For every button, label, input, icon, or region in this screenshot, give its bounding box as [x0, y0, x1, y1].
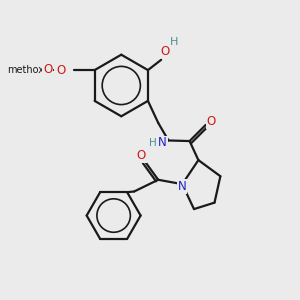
Text: methoxy: methoxy [7, 65, 50, 75]
Text: O: O [43, 63, 52, 76]
Text: O: O [160, 44, 169, 58]
Text: O: O [206, 116, 216, 128]
Text: N: N [178, 180, 187, 193]
Text: O: O [137, 149, 146, 162]
Text: H: H [149, 138, 157, 148]
Text: N: N [158, 136, 167, 149]
Text: H: H [170, 37, 178, 46]
Text: O: O [56, 64, 65, 76]
